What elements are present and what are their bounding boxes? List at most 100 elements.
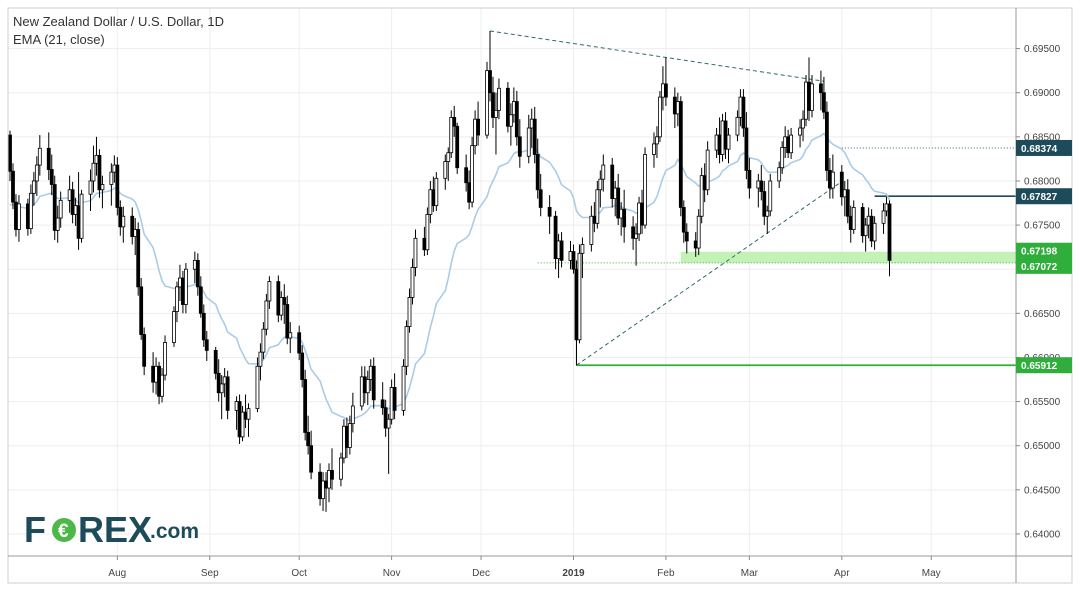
y-tick-label-5: 0.66500: [1024, 309, 1061, 320]
candle-body: [783, 136, 788, 148]
candle-body: [851, 207, 856, 230]
candle-2018-10-09: [321, 472, 325, 511]
candle-body: [786, 136, 791, 154]
candle-body: [258, 351, 263, 367]
candle-body: [368, 365, 373, 380]
candle-2019-01-03: [577, 244, 582, 344]
candle-body: [407, 297, 412, 327]
candle-2018-09-10: [234, 396, 239, 430]
candle-2019-01-31: [661, 66, 665, 111]
candle-body: [130, 215, 135, 237]
candle-2018-10-04: [306, 415, 311, 455]
candle-2018-08-01: [115, 157, 120, 216]
candle-2018-11-14: [428, 180, 433, 224]
candle-2018-10-18: [347, 415, 352, 455]
price-label-3: 0.67072: [1016, 257, 1072, 274]
candle-body: [723, 120, 728, 150]
y-tick-label-0: 0.64000: [1024, 529, 1061, 540]
candle-body: [765, 210, 770, 217]
y-tick-label-1: 0.64500: [1024, 485, 1061, 496]
candle-body: [342, 425, 346, 459]
candle-2019-01-01: [571, 244, 576, 274]
trendline-1: [576, 183, 840, 366]
candle-2018-08-23: [181, 270, 185, 314]
candle-body: [401, 365, 406, 411]
candle-body: [37, 147, 42, 166]
candle-body: [517, 136, 522, 157]
candle-2018-11-23: [455, 122, 460, 174]
candle-body: [309, 445, 314, 473]
candle-body: [824, 111, 829, 171]
candle-body: [884, 203, 889, 212]
candle-2019-04-03: [845, 179, 850, 224]
candle-2019-04-17: [887, 200, 892, 277]
candle-2019-03-14: [786, 129, 791, 159]
candle-body: [225, 376, 230, 411]
y-tick-label-2: 0.65000: [1024, 441, 1061, 452]
candle-body: [157, 365, 161, 397]
candle-body: [413, 237, 418, 268]
x-tick-label-5: 2019: [562, 568, 585, 579]
candle-body: [559, 240, 564, 261]
candle-2018-09-14: [246, 403, 251, 437]
candle-2018-08-16: [160, 368, 164, 403]
horizontal-levels: [576, 147, 1016, 367]
candle-body: [55, 217, 60, 231]
price-label-text: 0.67827: [1021, 192, 1058, 203]
candle-2018-10-31: [386, 413, 391, 474]
candle-2018-08-06: [130, 207, 135, 245]
candle-body: [213, 349, 218, 374]
candle-body: [201, 312, 206, 341]
candle-2018-12-03: [485, 61, 489, 139]
candle-2019-04-02: [842, 180, 847, 217]
candle-body: [365, 379, 370, 394]
logo-letters-rex: REX: [78, 509, 152, 550]
candle-body: [136, 229, 141, 288]
candle-body: [276, 281, 281, 316]
candle-body: [91, 162, 96, 182]
candle-2018-09-07: [225, 370, 230, 420]
candle-2018-09-21: [267, 276, 272, 309]
candle-2018-11-08: [410, 258, 415, 305]
candle-2018-08-02: [118, 200, 123, 236]
candle-2019-04-01: [839, 165, 844, 206]
candle-2019-03-19: [801, 110, 805, 142]
candle-body: [655, 136, 659, 145]
candle-2018-07-03: [28, 184, 33, 234]
candle-body: [109, 171, 114, 185]
price-label-text: 0.65912: [1021, 361, 1058, 372]
candle-body: [622, 208, 627, 228]
candle-2019-03-21: [807, 57, 811, 121]
candle-body: [514, 101, 519, 138]
candle-2019-02-25: [735, 110, 740, 142]
candle-body: [869, 215, 874, 242]
candle-body: [744, 127, 749, 171]
candle-body: [359, 376, 364, 407]
candle-body: [568, 251, 573, 261]
candle-body: [738, 96, 743, 118]
candle-body: [571, 251, 576, 270]
candle-2018-10-26: [371, 357, 376, 409]
candle-2019-02-26: [738, 89, 743, 127]
candle-body: [470, 145, 475, 203]
x-tick-label-1: Sep: [201, 568, 219, 579]
candle-2019-01-04: [580, 237, 585, 279]
candle-body: [17, 203, 21, 230]
y-axis: 0.640000.645000.650000.655000.660000.665…: [1016, 44, 1061, 540]
candle-2019-01-30: [658, 90, 662, 143]
candle-2019-02-27: [741, 89, 746, 137]
candle-2018-08-03: [121, 206, 126, 243]
candle-body: [58, 199, 63, 219]
candle-2018-07-02: [25, 198, 30, 236]
candle-body: [339, 457, 343, 480]
candle-body: [443, 161, 448, 179]
candle-2018-10-11: [327, 463, 331, 503]
candle-body: [476, 118, 480, 136]
candle-body: [595, 189, 600, 224]
candle-2018-10-15: [339, 452, 343, 487]
candle-2018-12-24: [547, 195, 552, 234]
candle-body: [279, 297, 284, 316]
candle-body: [822, 92, 826, 113]
candle-body: [46, 147, 51, 170]
